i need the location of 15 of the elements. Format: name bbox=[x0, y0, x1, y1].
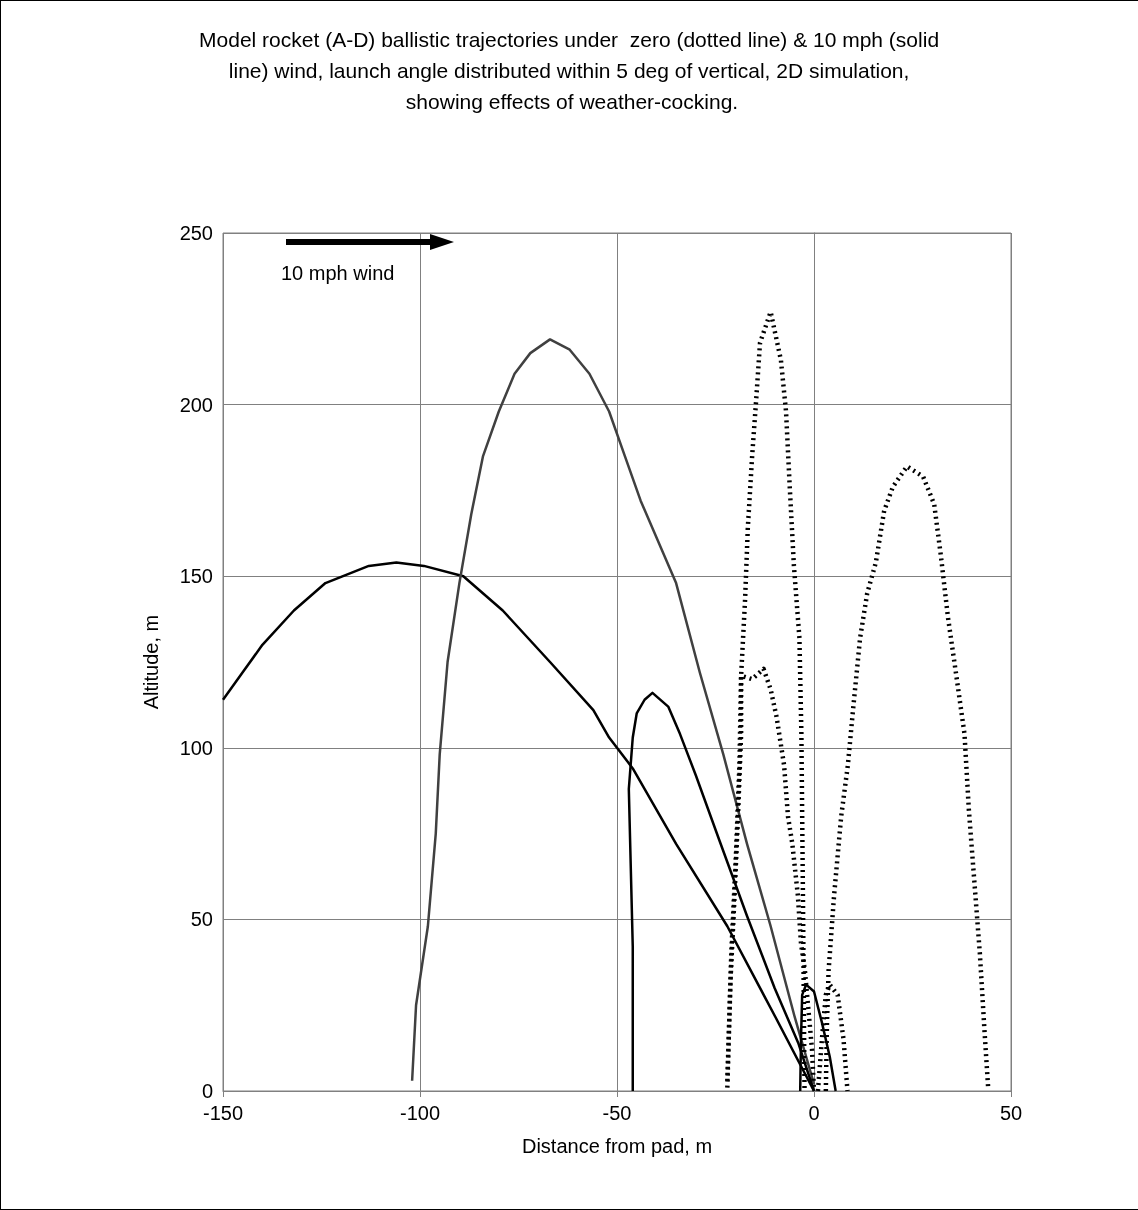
y-tick-label: 0 bbox=[201, 1080, 213, 1102]
y-tick-label: 250 bbox=[179, 222, 213, 244]
y-axis-title: Altitude, m bbox=[140, 614, 162, 710]
y-tick-label: 100 bbox=[179, 736, 213, 759]
x-tick-label: -100 bbox=[399, 1102, 441, 1124]
annotation: 10 mph wind bbox=[281, 262, 395, 284]
y-tick-label: 200 bbox=[179, 393, 213, 416]
x-tick-label: 50 bbox=[999, 1102, 1023, 1124]
y-tick-label: 150 bbox=[179, 565, 213, 588]
x-axis-title: Distance from pad, m bbox=[521, 1135, 713, 1157]
x-tick-label: -150 bbox=[202, 1102, 244, 1124]
y-tick-label: 50 bbox=[190, 908, 213, 931]
chart-title: Model rocket (A-D) ballistic trajectories under zero (dotted line) & 10 mph (solid line) wind, launch angle distributed within 5 deg of vertical, 2D simulation, showing effects of weather-cocking. bbox=[199, 28, 945, 113]
x-tick-label: -50 bbox=[602, 1102, 632, 1124]
x-tick-label: 0 bbox=[808, 1102, 820, 1124]
